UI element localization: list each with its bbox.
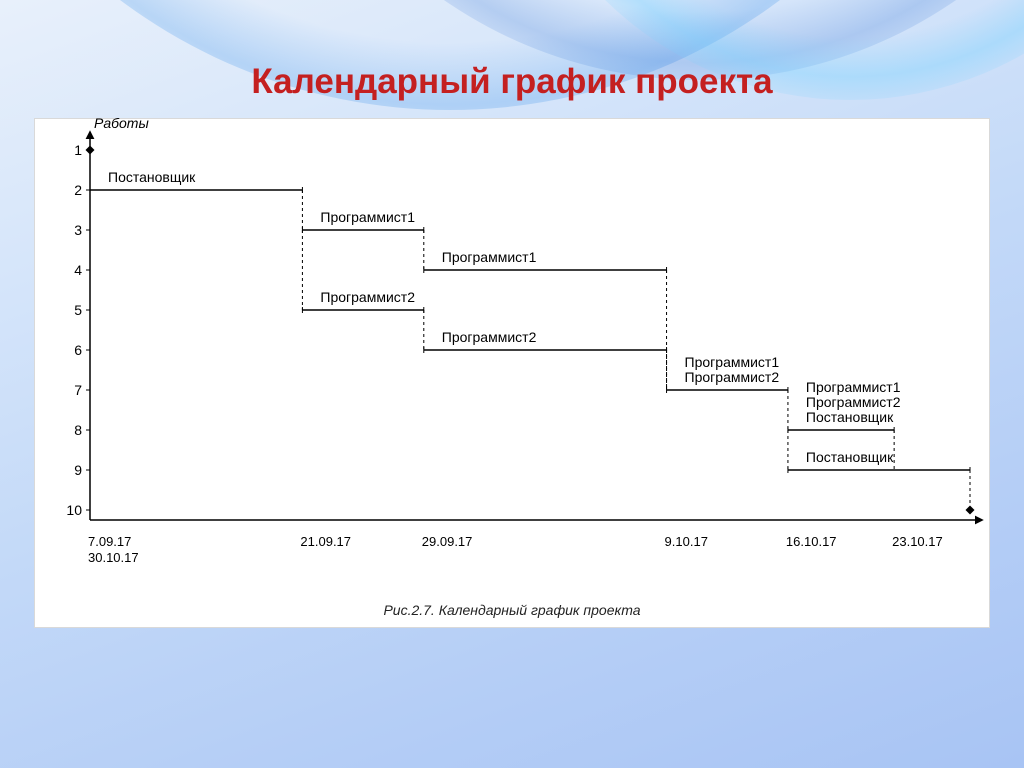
svg-text:Работы: Работы [94, 118, 149, 131]
x-date-label: 29.09.17 [422, 534, 473, 549]
slide-title: Календарный график проекта [0, 62, 1024, 102]
svg-text:6: 6 [74, 342, 82, 358]
svg-text:8: 8 [74, 422, 82, 438]
svg-text:Программист1: Программист1 [442, 249, 537, 265]
svg-text:Программист1: Программист1 [806, 379, 901, 395]
figure-caption: Рис.2.7. Календарный график проекта [34, 602, 990, 618]
x-date-label: 30.10.17 [88, 550, 139, 565]
svg-text:7: 7 [74, 382, 82, 398]
x-date-label: 7.09.17 [88, 534, 131, 549]
svg-text:Постановщик: Постановщик [806, 449, 894, 465]
svg-text:9: 9 [74, 462, 82, 478]
gantt-chart: Работы 1 2 3 4 5 6 7 8 9 10 Постановщик Программист1… [34, 118, 990, 628]
svg-text:Программист2: Программист2 [685, 369, 780, 385]
svg-text:Программист1: Программист1 [685, 354, 780, 370]
svg-text:Программист2: Программист2 [806, 394, 901, 410]
x-date-label: 16.10.17 [786, 534, 837, 549]
svg-text:10: 10 [66, 502, 82, 518]
slide: Календарный график проекта Работы 1 2 3 4 5 6 7… [0, 0, 1024, 768]
x-date-label: 9.10.17 [665, 534, 708, 549]
svg-text:2: 2 [74, 182, 82, 198]
svg-text:3: 3 [74, 222, 82, 238]
svg-text:4: 4 [74, 262, 82, 278]
svg-text:5: 5 [74, 302, 82, 318]
svg-text:Постановщик: Постановщик [806, 409, 894, 425]
svg-text:Программист2: Программист2 [442, 329, 537, 345]
chart-panel: Работы 1 2 3 4 5 6 7 8 9 10 Постановщик Программист1… [34, 118, 990, 628]
svg-text:Постановщик: Постановщик [108, 169, 196, 185]
x-date-label: 23.10.17 [892, 534, 943, 549]
svg-text:Программист1: Программист1 [320, 209, 415, 225]
svg-text:1: 1 [74, 142, 82, 158]
svg-text:Программист2: Программист2 [320, 289, 415, 305]
x-date-label: 21.09.17 [300, 534, 351, 549]
